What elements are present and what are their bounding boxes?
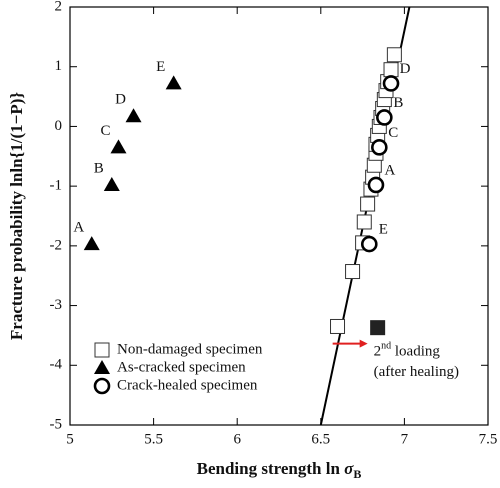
point-label: C <box>388 125 398 141</box>
y-tick-label: 1 <box>55 58 63 74</box>
x-tick-label: 5 <box>66 431 74 447</box>
point-label: E <box>379 222 388 238</box>
triangle-marker <box>110 139 127 154</box>
triangle-marker <box>125 108 142 123</box>
y-tick-label: -4 <box>50 357 63 373</box>
label-rest: loading <box>391 344 440 360</box>
circle-marker <box>93 377 111 395</box>
x-label-symbol: σ <box>344 459 354 478</box>
plot-frame <box>69 6 489 426</box>
y-axis-label: Fracture probability lnln{1/(1−P)} <box>7 92 26 340</box>
label-number: 2 <box>374 344 382 360</box>
y-tick-label: -3 <box>50 297 63 313</box>
square-marker <box>370 320 386 336</box>
point-label: A <box>73 220 84 236</box>
x-label-text: Bending strength ln <box>197 459 341 478</box>
square-marker <box>345 264 361 280</box>
x-tick-label: 7.5 <box>479 431 498 447</box>
square-marker <box>360 196 376 212</box>
second-loading-label: 2nd loading <box>374 341 441 360</box>
y-tick-label: 0 <box>55 118 63 134</box>
legend-label: As-cracked specimen <box>117 359 246 375</box>
arrow-head <box>359 339 368 348</box>
point-label: D <box>115 92 126 108</box>
square-marker <box>330 318 346 334</box>
point-label: A <box>385 162 396 178</box>
triangle-marker <box>103 176 120 191</box>
x-tick-label: 6.5 <box>311 431 330 447</box>
x-tick-label: 6 <box>233 431 241 447</box>
point-label: B <box>393 95 403 111</box>
y-tick-label: -5 <box>50 416 63 432</box>
point-label: E <box>156 59 165 75</box>
triangle-marker <box>83 236 100 251</box>
circle-marker <box>371 139 388 156</box>
x-axis-label: Bending strength ln σB <box>197 459 362 481</box>
x-label-subscript: B <box>353 467 361 481</box>
square-marker <box>386 47 402 63</box>
legend-label: Non-damaged specimen <box>117 341 263 357</box>
label-superscript: nd <box>381 341 391 352</box>
x-tick-label: 7 <box>401 431 409 447</box>
x-tick-label: 5.5 <box>144 431 163 447</box>
point-label: C <box>100 123 110 139</box>
point-label: B <box>94 160 104 176</box>
circle-marker <box>376 109 393 126</box>
triangle-marker <box>165 75 182 90</box>
triangle-marker <box>94 360 110 374</box>
square-marker <box>356 214 372 230</box>
circle-marker <box>360 235 378 253</box>
circle-marker <box>367 176 385 194</box>
circle-marker <box>382 75 400 92</box>
second-loading-label-2: (after healing) <box>374 364 459 380</box>
y-tick-label: -2 <box>50 237 63 253</box>
point-label: D <box>400 61 411 77</box>
square-marker <box>94 342 110 358</box>
y-tick-label: 2 <box>55 0 63 14</box>
square-marker <box>383 62 399 78</box>
legend-label: Crack-healed specimen <box>117 377 258 393</box>
y-tick-label: -1 <box>50 178 63 194</box>
